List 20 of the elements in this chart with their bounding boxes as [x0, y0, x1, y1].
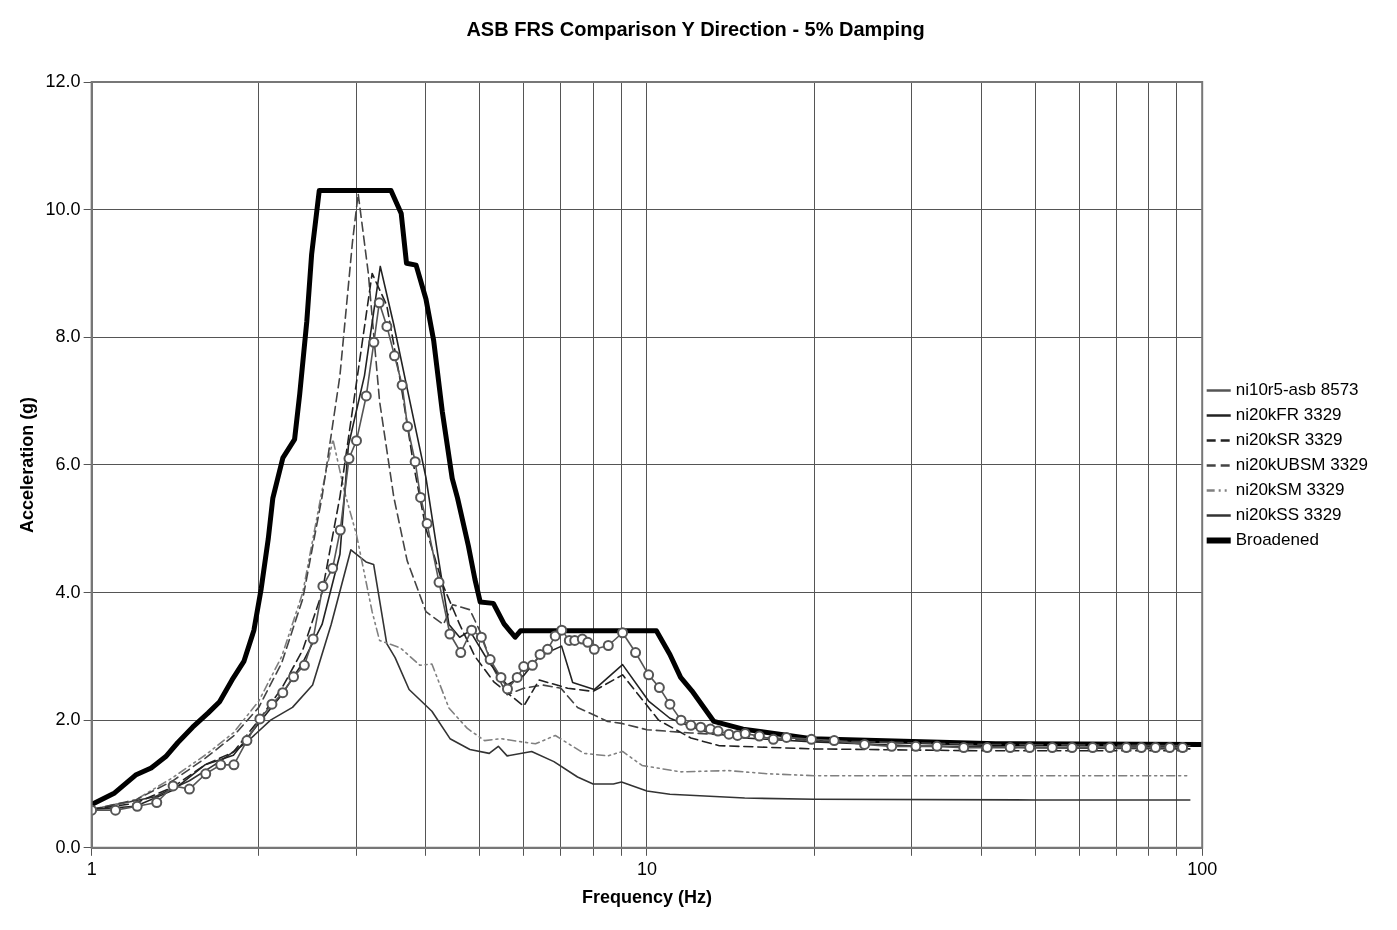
x-tick-label: 1: [86, 858, 97, 879]
y-tick-label: 12.0: [45, 70, 81, 91]
y-tick-label: 10.0: [45, 198, 81, 219]
y-tick-label: 4.0: [55, 581, 81, 602]
x-axis-title: Frequency (Hz): [581, 887, 712, 908]
legend-label: ni20kSS 3329: [1235, 505, 1342, 525]
y-tick-label: 0.0: [55, 836, 81, 857]
y-axis-title: Acceleration (g): [16, 396, 37, 533]
y-tick-label: 6.0: [55, 453, 81, 474]
legend-label: ni20kSM 3329: [1235, 480, 1345, 500]
legend-label: ni20kSR 3329: [1235, 430, 1343, 450]
x-tick-label: 10: [636, 858, 657, 879]
chart-title: ASB FRS Comparison Y Direction - 5% Damping: [466, 17, 925, 40]
legend-label: ni20kUBSM 3329: [1235, 455, 1369, 475]
x-tick-label: 100: [1187, 858, 1218, 879]
y-tick-label: 2.0: [55, 709, 81, 730]
legend-label: ni20kFR 3329: [1235, 405, 1342, 425]
legend-label: ni10r5-asb 8573: [1235, 380, 1359, 400]
y-tick-label: 8.0: [55, 326, 81, 347]
legend-label: Broadened: [1235, 530, 1319, 550]
